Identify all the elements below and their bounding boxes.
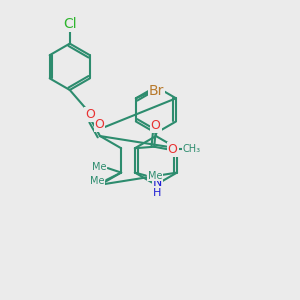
Text: Me: Me: [148, 170, 162, 181]
Text: Br: Br: [149, 84, 164, 98]
Text: H: H: [153, 188, 162, 198]
Text: O: O: [168, 142, 178, 156]
Text: O: O: [85, 108, 95, 121]
Text: O: O: [151, 119, 160, 132]
Text: CH₃: CH₃: [183, 144, 201, 154]
Text: N: N: [153, 176, 162, 190]
Text: Cl: Cl: [63, 17, 76, 31]
Text: Me: Me: [92, 162, 106, 172]
Text: Me: Me: [90, 176, 105, 187]
Text: O: O: [94, 118, 104, 131]
